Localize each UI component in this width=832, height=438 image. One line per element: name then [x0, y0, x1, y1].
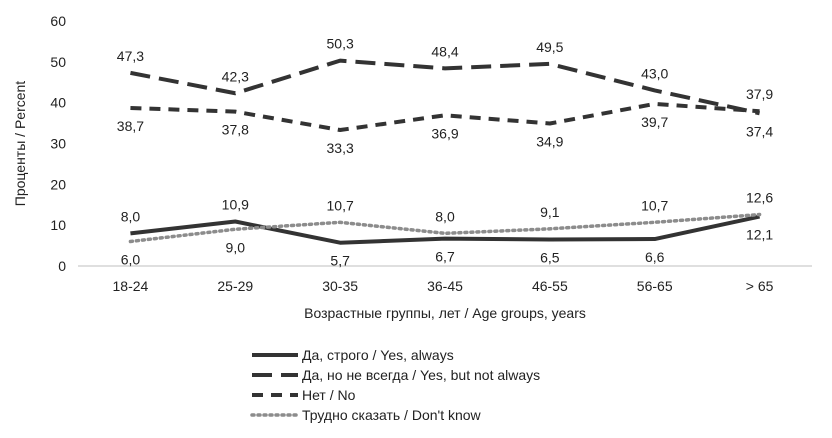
data-label: 5,7 [330, 253, 350, 269]
series-line-1 [130, 214, 760, 245]
data-label: 6,5 [540, 249, 560, 265]
data-label: 37,8 [222, 122, 249, 138]
data-label: 47,3 [117, 48, 144, 64]
x-tick-label: 46-55 [532, 278, 568, 294]
legend-label: Трудно сказать / Don't know [302, 407, 482, 423]
y-axis: 0 10 20 30 40 50 60 [50, 13, 66, 274]
data-label: 50,3 [327, 36, 354, 52]
legend-label: Да, но не всегда / Yes, but not always [302, 367, 540, 383]
series-line-4 [128, 212, 762, 244]
series-layer [128, 58, 762, 245]
data-label: 42,3 [222, 68, 249, 84]
data-label: 10,9 [222, 196, 249, 212]
data-label: 9,0 [226, 239, 246, 255]
y-tick-label: 60 [50, 13, 66, 29]
data-label: 43,0 [641, 65, 668, 81]
x-axis: 18-24 25-29 30-35 36-45 46-55 56-65 > 65 [78, 265, 812, 294]
y-axis-title: Проценты / Percent [12, 81, 28, 207]
x-tick-label: 30-35 [322, 278, 358, 294]
data-label: 37,4 [746, 123, 773, 139]
data-label: 10,7 [327, 197, 354, 213]
legend-label: Да, строго / Yes, always [302, 347, 454, 363]
series-line-2 [130, 58, 760, 116]
y-tick-label: 30 [50, 136, 66, 152]
data-labels: 8,0 10,9 5,7 6,7 6,5 6,6 12,1 47,3 42,3 50,3 48,4 4… [117, 36, 774, 269]
legend-item: Нет / No [252, 387, 356, 403]
data-label: 49,5 [536, 39, 563, 55]
y-tick-label: 0 [58, 258, 66, 274]
data-label: 12,1 [746, 227, 773, 243]
data-label: 33,3 [327, 140, 354, 156]
data-label: 9,1 [540, 204, 560, 220]
legend-item: Трудно сказать / Don't know [250, 407, 482, 423]
legend-label: Нет / No [302, 387, 356, 403]
data-label: 10,7 [641, 197, 668, 213]
data-label: 6,7 [435, 249, 455, 265]
data-label: 8,0 [121, 208, 141, 224]
legend: Да, строго / Yes, always Да, но не всегда… [250, 347, 540, 423]
data-label: 37,9 [746, 86, 773, 102]
data-label: 39,7 [641, 114, 668, 130]
x-tick-label: 18-24 [113, 278, 149, 294]
legend-item: Да, строго / Yes, always [252, 347, 454, 363]
data-label: 8,0 [435, 208, 455, 224]
data-label: 36,9 [431, 125, 458, 141]
y-tick-label: 50 [50, 54, 66, 70]
y-tick-label: 20 [50, 176, 66, 192]
legend-item: Да, но не всегда / Yes, but not always [252, 367, 540, 383]
x-tick-label: > 65 [746, 278, 774, 294]
data-label: 12,6 [746, 190, 773, 206]
data-label: 6,6 [645, 249, 665, 265]
x-axis-title: Возрастные группы, лет / Age groups, yea… [304, 305, 586, 321]
x-tick-label: 25-29 [217, 278, 253, 294]
data-label: 38,7 [117, 118, 144, 134]
y-tick-label: 40 [50, 95, 66, 111]
x-tick-label: 36-45 [427, 278, 463, 294]
x-tick-label: 56-65 [637, 278, 673, 294]
y-tick-label: 10 [50, 217, 66, 233]
series-line-3 [130, 101, 760, 133]
data-label: 48,4 [431, 43, 458, 59]
data-label: 34,9 [536, 133, 563, 149]
data-label: 6,0 [121, 252, 141, 268]
